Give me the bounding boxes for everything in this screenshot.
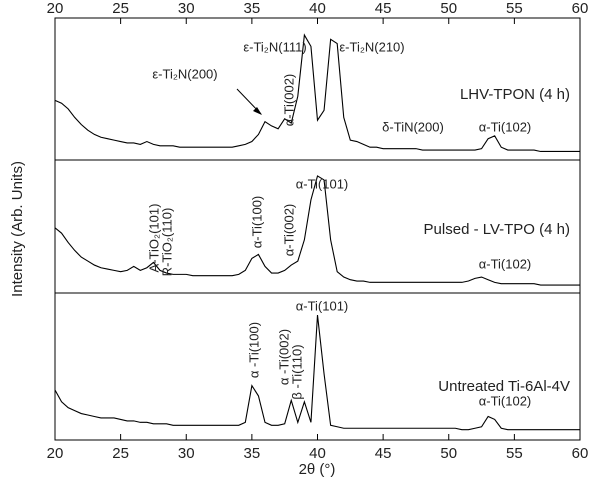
peak-annotation: α-Ti(102) bbox=[479, 119, 532, 134]
peak-annotation: α-Ti(101) bbox=[296, 298, 349, 313]
xrd-line bbox=[54, 33, 580, 153]
xrd-line bbox=[54, 175, 580, 286]
x-tick-label: 55 bbox=[506, 445, 523, 462]
peak-annotation: α-Ti(002) bbox=[281, 74, 296, 127]
peak-annotation: α -Ti(002) bbox=[276, 329, 291, 385]
y-axis-label: Intensity (Arb. Units) bbox=[9, 161, 26, 297]
x-tick-label: 30 bbox=[178, 445, 195, 462]
panel-label: LHV-TPON (4 h) bbox=[460, 86, 570, 103]
x-tick-label: 50 bbox=[440, 445, 457, 462]
xrd-line bbox=[54, 314, 580, 431]
x-tick-label: 25 bbox=[112, 445, 129, 462]
peak-annotation: ε-Ti₂N(210) bbox=[339, 39, 404, 54]
x-tick-label: 35 bbox=[244, 445, 261, 462]
peak-annotation: α-Ti(102) bbox=[479, 256, 532, 271]
x-tick-label: 40 bbox=[309, 0, 326, 17]
panel-label: Pulsed - LV-TPO (4 h) bbox=[424, 221, 570, 238]
x-tick-label: 60 bbox=[572, 445, 589, 462]
x-tick-label: 35 bbox=[244, 0, 261, 17]
peak-annotation: ε-Ti₂N(111) bbox=[243, 39, 306, 54]
x-axis-label: 2θ (°) bbox=[299, 461, 336, 478]
x-tick-label: 25 bbox=[112, 0, 129, 17]
arrow-head bbox=[253, 107, 262, 115]
panel-label: Untreated Ti-6Al-4V bbox=[438, 378, 570, 395]
peak-annotation: A-TiO₂(101) bbox=[146, 204, 161, 273]
x-tick-label: 30 bbox=[178, 0, 195, 17]
x-tick-label: 50 bbox=[440, 0, 457, 17]
x-tick-label: 45 bbox=[375, 445, 392, 462]
peak-annotation: δ-TiN(200) bbox=[382, 119, 444, 134]
peak-annotation: ε-Ti₂N(200) bbox=[152, 66, 217, 81]
peak-annotation: β -Ti(110) bbox=[289, 344, 304, 399]
peak-annotation: R-TiO₂(110) bbox=[159, 208, 174, 277]
peak-annotation: α-Ti(100) bbox=[249, 196, 264, 249]
x-tick-label: 20 bbox=[47, 445, 64, 462]
peak-annotation: α-Ti(102) bbox=[479, 393, 532, 408]
x-tick-label: 55 bbox=[506, 0, 523, 17]
peak-annotation: α-Ti(002) bbox=[281, 204, 296, 257]
x-tick-label: 20 bbox=[47, 0, 64, 17]
x-tick-label: 60 bbox=[572, 0, 589, 17]
x-tick-label: 40 bbox=[309, 445, 326, 462]
x-tick-label: 45 bbox=[375, 0, 392, 17]
peak-annotation: α -Ti(100) bbox=[246, 322, 261, 378]
peak-annotation: α-Ti(101) bbox=[296, 176, 349, 191]
